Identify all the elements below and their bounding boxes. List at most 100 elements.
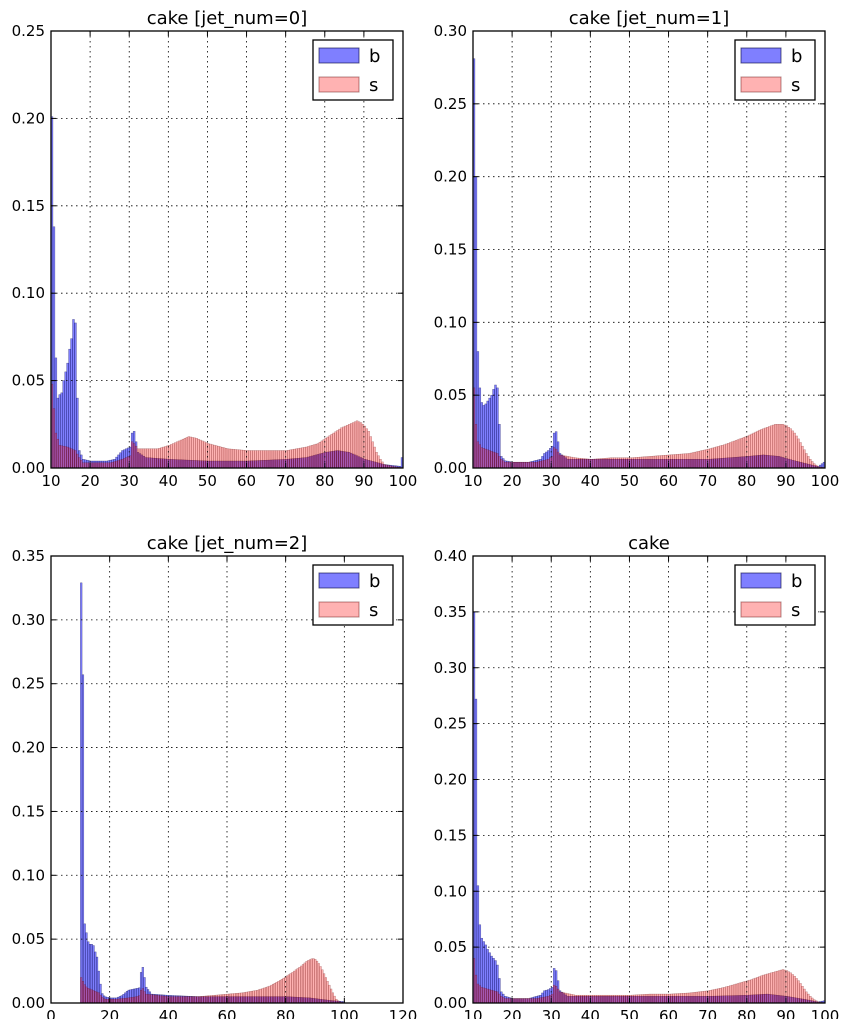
- histogram-bar-s: [490, 451, 493, 469]
- chart-title: cake: [628, 533, 670, 554]
- histogram-bar-s: [779, 969, 783, 1004]
- histogram-bar-s: [230, 448, 234, 469]
- histogram-bar-s: [310, 958, 313, 1004]
- histogram-bar-s: [756, 977, 759, 1004]
- x-tick-label: 40: [581, 1007, 600, 1019]
- histogram-bar-s: [775, 424, 779, 469]
- histogram-bar-s: [797, 438, 800, 469]
- histogram-bar-s: [141, 988, 144, 1004]
- histogram-bar-s: [709, 990, 712, 1004]
- histogram-bar-s: [504, 998, 507, 1004]
- histogram-bar-s: [232, 449, 236, 469]
- histogram-bar-s: [611, 457, 615, 469]
- histogram-bar-s: [564, 992, 568, 1004]
- x-tick-label: 90: [776, 472, 795, 490]
- histogram-bar-s: [748, 434, 751, 469]
- histogram-bar-s: [476, 441, 480, 469]
- histogram-bar-s: [222, 994, 225, 1004]
- histogram-bar-s: [56, 438, 60, 469]
- y-tick-label: 0.30: [434, 22, 467, 40]
- histogram-bar-s: [236, 449, 239, 469]
- histogram-bar-s: [220, 447, 224, 469]
- histogram-bar-s: [674, 993, 677, 1004]
- histogram-bar-s: [324, 977, 327, 1004]
- histogram-bar-s: [601, 458, 605, 469]
- histogram-bar-s: [568, 456, 571, 469]
- histogram-bar-s: [599, 458, 603, 469]
- histogram-bar-s: [740, 437, 744, 469]
- histogram-bar-s: [715, 446, 718, 469]
- histogram-bar-s: [519, 461, 523, 469]
- histogram-bar-s: [695, 451, 699, 469]
- histogram-bar-s: [127, 997, 130, 1004]
- x-tick-label: 70: [276, 472, 295, 490]
- histogram-bar-s: [54, 432, 58, 469]
- histogram-bar-s: [187, 436, 191, 469]
- histogram-bar-s: [270, 984, 273, 1004]
- histogram-bar-s: [224, 448, 228, 469]
- histogram-bar-s: [152, 448, 155, 469]
- legend-label-s: s: [369, 75, 378, 96]
- histogram-bar-s: [317, 963, 320, 1004]
- histogram-bar-s: [758, 429, 761, 469]
- histogram-bar-s: [64, 446, 67, 469]
- histogram-bar-s: [282, 977, 285, 1004]
- histogram-bar-s: [682, 993, 685, 1004]
- legend: bs: [734, 564, 816, 626]
- histogram-bar-s: [111, 461, 114, 469]
- histogram-bar-s: [107, 462, 110, 469]
- histogram-bar-s: [206, 995, 210, 1004]
- histogram-bar-s: [164, 996, 167, 1004]
- x-tick-label: 30: [120, 472, 139, 490]
- histogram-bar-s: [570, 456, 573, 469]
- histogram-bar-s: [478, 444, 482, 469]
- histogram-bar-s: [215, 445, 218, 469]
- histogram-bar-s: [101, 462, 104, 469]
- histogram-bar-s: [181, 438, 185, 469]
- histogram-bar-s: [279, 980, 282, 1004]
- histogram-bar-s: [185, 437, 189, 469]
- histogram-bar-s: [256, 990, 259, 1004]
- histogram-bar-s: [176, 996, 180, 1004]
- legend-swatch-s: [318, 601, 360, 618]
- histogram-bar-s: [301, 964, 305, 1004]
- histogram-bar-s: [552, 447, 556, 469]
- histogram-bar-s: [117, 460, 120, 469]
- histogram-bar-s: [580, 994, 583, 1004]
- legend-swatch-b: [318, 572, 360, 589]
- histogram-bar-s: [674, 454, 677, 469]
- chart-title: cake [jet_num=1]: [569, 8, 730, 29]
- histogram-bar-s: [529, 461, 532, 469]
- histogram-bar-s: [558, 454, 562, 469]
- histogram-bar-s: [592, 458, 595, 469]
- histogram-bar-s: [74, 450, 77, 469]
- histogram-bar-s: [566, 993, 570, 1004]
- histogram-bar-s: [312, 444, 316, 469]
- legend: bs: [734, 39, 816, 101]
- histogram-bar-s: [210, 995, 213, 1004]
- histogram-bar-s: [291, 972, 294, 1004]
- histogram-bar-s: [58, 445, 61, 469]
- series-b: [472, 58, 826, 469]
- histogram-bar-s: [723, 444, 726, 469]
- histogram-bar-s: [275, 450, 279, 469]
- histogram-bar-s: [291, 449, 294, 469]
- histogram-bar-s: [525, 998, 528, 1004]
- histogram-bar-s: [164, 446, 167, 469]
- histogram-bar-s: [734, 983, 738, 1004]
- histogram-bar-s: [129, 997, 132, 1004]
- histogram-bar-s: [84, 462, 87, 469]
- histogram-bar-s: [648, 993, 652, 1004]
- histogram-bar-s: [504, 461, 507, 469]
- legend-label-b: b: [369, 571, 380, 592]
- histogram-bar-s: [252, 450, 255, 469]
- histogram-bar-s: [179, 439, 183, 469]
- histogram-bar-s: [554, 448, 558, 469]
- histogram-bar-s: [101, 996, 104, 1004]
- chart-panel-4: 10 20 30 40 50 60 70 80 90 100 0.00 0.05 0.10 0.15 0.2…: [434, 533, 840, 1019]
- histogram-bar-s: [617, 457, 620, 469]
- histogram-bar-s: [723, 987, 726, 1004]
- histogram-bar-s: [138, 448, 142, 469]
- histogram-bar-s: [193, 437, 196, 469]
- histogram-bar-s: [109, 462, 112, 469]
